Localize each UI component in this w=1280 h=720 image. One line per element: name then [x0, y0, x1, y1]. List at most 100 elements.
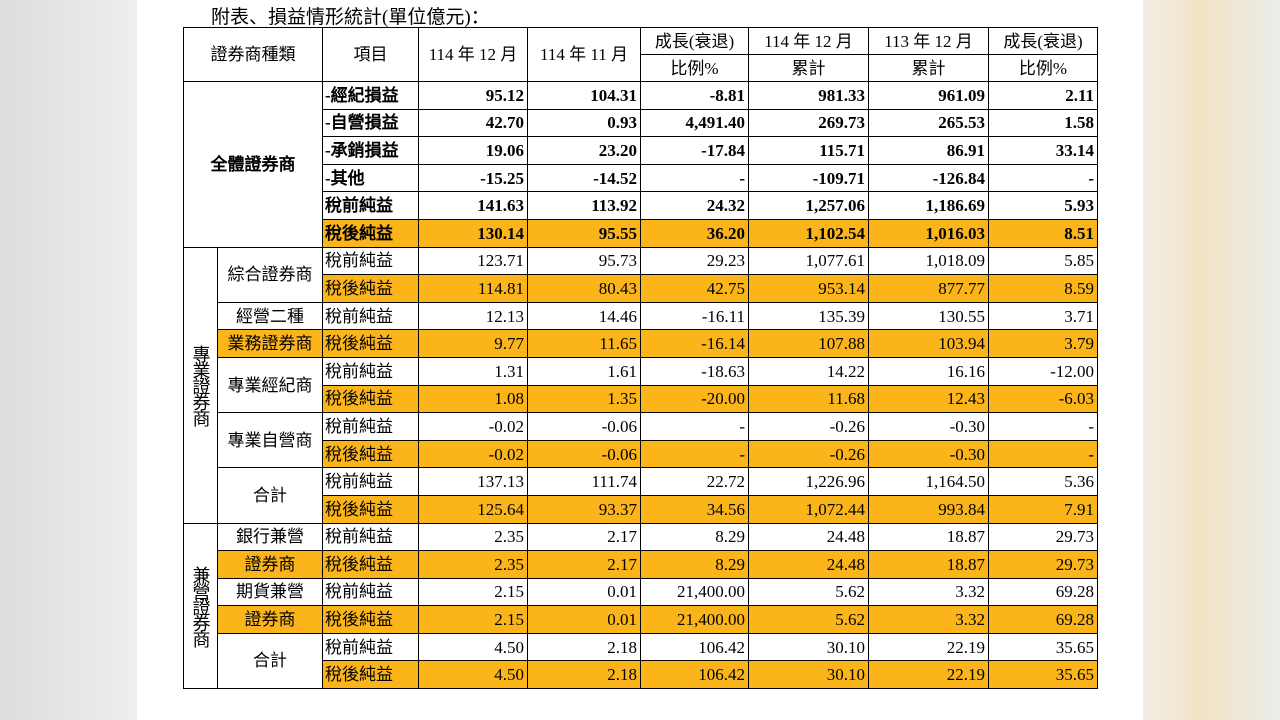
value-cell: 1,164.50: [868, 467, 989, 496]
value-cell: -109.71: [748, 163, 869, 193]
value-cell: 24.48: [748, 522, 869, 552]
value-cell: 111.74: [527, 467, 641, 496]
value-cell: 114.81: [418, 274, 528, 303]
table-row: 稅後純益 125.64 93.37 34.56 1,072.44 993.84 7.91: [184, 494, 1098, 524]
value-cell: 95.12: [418, 81, 528, 110]
value-cell: 23.20: [527, 136, 641, 165]
column-header: 114 年 12 月: [418, 27, 528, 82]
value-cell: 2.17: [527, 522, 641, 552]
value-cell: 29.23: [640, 246, 749, 276]
value-cell: -18.63: [640, 356, 749, 386]
item-cell: 稅後純益: [322, 274, 419, 303]
value-cell: 5.36: [988, 467, 1098, 496]
item-cell: 稅後純益: [322, 494, 419, 524]
table-row: -承銷損益 19.06 23.20 -17.84 115.71 86.91 33.14: [184, 136, 1098, 165]
value-cell: 0.01: [527, 605, 641, 634]
item-cell: -自營損益: [322, 108, 419, 138]
table-row: 稅後純益 4.50 2.18 106.42 30.10 22.19 35.65: [184, 660, 1098, 690]
value-cell: 95.55: [527, 218, 641, 248]
item-cell: 稅前純益: [322, 522, 419, 552]
value-cell: 877.77: [868, 274, 989, 303]
column-header: 證券商種類: [183, 27, 323, 82]
item-cell: -其他: [322, 163, 419, 193]
value-cell: 2.18: [527, 632, 641, 662]
value-cell: 8.59: [988, 274, 1098, 303]
value-cell: 5.85: [988, 246, 1098, 276]
item-cell: 稅後純益: [322, 329, 419, 358]
value-cell: 30.10: [748, 660, 869, 690]
value-cell: 1.58: [988, 108, 1098, 138]
value-cell: 24.48: [748, 550, 869, 579]
value-cell: -: [988, 439, 1098, 469]
table-row: 經營二種 稅前純益 12.13 14.46 -16.11 135.39 130.55 3.71: [184, 301, 1098, 331]
subgroup-label: 銀行兼營: [217, 522, 323, 552]
item-cell: 稅前純益: [322, 356, 419, 386]
value-cell: 2.35: [418, 522, 528, 552]
value-cell: -: [988, 163, 1098, 193]
item-cell: 稅前純益: [322, 301, 419, 331]
value-cell: 69.28: [988, 577, 1098, 607]
value-cell: 24.32: [640, 191, 749, 220]
value-cell: 18.87: [868, 550, 989, 579]
table-row: 專業自營商 稅前純益 -0.02 -0.06- -0.26 -0.30-: [184, 412, 1098, 469]
value-cell: 5.93: [988, 191, 1098, 220]
value-cell: 69.28: [988, 605, 1098, 634]
value-cell: 106.42: [640, 660, 749, 690]
value-cell: 95.73: [527, 246, 641, 276]
value-cell: -: [640, 412, 749, 441]
value-cell: 33.14: [988, 136, 1098, 165]
subgroup-label: 綜合證券商: [217, 246, 323, 303]
value-cell: 993.84: [868, 494, 989, 524]
value-cell: 1,016.03: [868, 218, 989, 248]
table-row: 期貨兼營 稅前純益 2.15 0.01 21,400.00 5.62 3.32 69.28: [184, 577, 1098, 607]
value-cell: -0.30: [868, 439, 989, 469]
value-cell: 125.64: [418, 494, 528, 524]
table-row: 全體證券商 -經紀損益 95.12 104.31 -8.81 981.33 961.09 2.…: [183, 81, 1098, 248]
value-cell: -: [988, 412, 1098, 441]
value-cell: 16.16: [868, 356, 989, 386]
value-cell: 953.14: [748, 274, 869, 303]
value-cell: 18.87: [868, 522, 989, 552]
value-cell: -0.06: [527, 412, 641, 441]
value-cell: 29.73: [988, 550, 1098, 579]
table-row: 稅前純益 141.63 113.92 24.32 1,257.06 1,186.69 5.9…: [184, 191, 1098, 220]
value-cell: 1,018.09: [868, 246, 989, 276]
column-header: 項目: [322, 27, 419, 82]
value-cell: 4.50: [418, 632, 528, 662]
value-cell: -0.30: [868, 412, 989, 441]
value-cell: 21,400.00: [640, 577, 749, 607]
column-header: 114 年 12 月: [748, 27, 869, 55]
value-cell: 22.19: [868, 632, 989, 662]
value-cell: -17.84: [640, 136, 749, 165]
value-cell: 2.15: [418, 577, 528, 607]
column-header: 成長(衰退): [640, 27, 749, 55]
item-cell: 稅後純益: [322, 384, 419, 414]
value-cell: 14.46: [527, 301, 641, 331]
item-cell: 稅前純益: [322, 577, 419, 607]
value-cell: -0.26: [748, 439, 869, 469]
value-cell: 4,491.40: [640, 108, 749, 138]
table-row: 專業經紀商 稅前純益 1.31 1.61 -18.63 14.22 16.16 -12.00: [184, 356, 1098, 414]
value-cell: 137.13: [418, 467, 528, 496]
value-cell: 30.10: [748, 632, 869, 662]
value-cell: -0.02: [418, 439, 528, 469]
value-cell: 2.18: [527, 660, 641, 690]
value-cell: 104.31: [527, 81, 641, 110]
table-row: 專業證券商 綜合證券商 稅前純益 123.71 95.73 29.23 1,077.61 1,…: [183, 246, 1098, 524]
value-cell: 3.71: [988, 301, 1098, 331]
table-row: 證券商 稅後純益 2.15 0.01 21,400.00 5.62 3.32 69.28: [184, 605, 1098, 634]
value-cell: 130.55: [868, 301, 989, 331]
value-cell: 130.14: [418, 218, 528, 248]
value-cell: 36.20: [640, 218, 749, 248]
value-cell: 22.72: [640, 467, 749, 496]
value-cell: 19.06: [418, 136, 528, 165]
value-cell: 1,226.96: [748, 467, 869, 496]
value-cell: 0.93: [527, 108, 641, 138]
value-cell: -8.81: [640, 81, 749, 110]
value-cell: 107.88: [748, 329, 869, 358]
value-cell: 1.08: [418, 384, 528, 414]
value-cell: 5.62: [748, 577, 869, 607]
item-cell: 稅後純益: [322, 660, 419, 690]
item-cell: 稅前純益: [322, 246, 419, 276]
table-row: 合計 稅前純益 137.13 111.74 22.72 1,226.96 1,164.50 5…: [184, 467, 1098, 524]
